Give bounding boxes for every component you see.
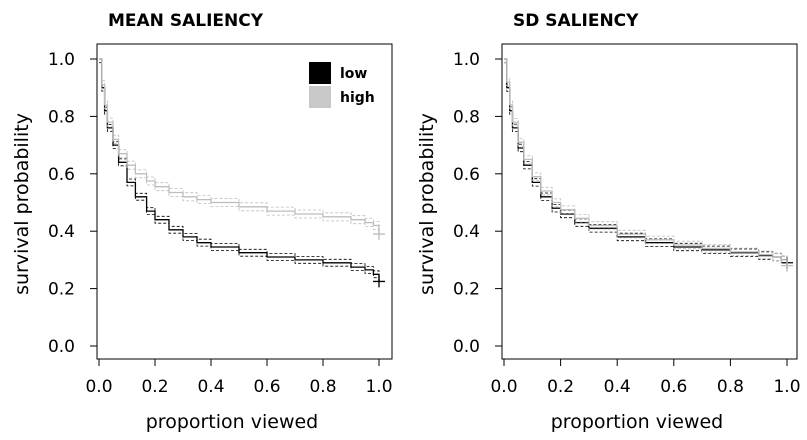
- legend-label-high: high: [340, 90, 375, 106]
- x-tick-label: 0.0: [85, 377, 112, 397]
- sd-saliency-panel: SD SALIENCY 0.0 0.2 0.4 0.6 0.8 1.0 0.0 …: [416, 11, 801, 433]
- series-ci-high: [504, 62, 788, 270]
- y-tick-label: 0.2: [453, 280, 480, 300]
- axis-ticks: [90, 58, 380, 366]
- censor-mark-high: [373, 228, 385, 241]
- y-tick-label: 0.2: [48, 280, 75, 300]
- x-tick-label: 1.0: [365, 377, 392, 397]
- series-ci-high: [99, 62, 380, 239]
- mean-saliency-panel: MEAN SALIENCY 0.0 0.2 0.4 0.6 0.8 1.0 0.…: [11, 11, 393, 433]
- x-tick-label: 1.0: [773, 377, 800, 397]
- y-tick-label: 0.6: [48, 165, 75, 185]
- series-line-high: [99, 58, 380, 235]
- x-axis-label: proportion viewed: [551, 411, 724, 433]
- series-layer: [504, 58, 793, 272]
- censor-mark-high: [781, 259, 793, 272]
- series-ci-low: [504, 58, 788, 259]
- y-tick-label: 0.0: [453, 337, 480, 357]
- legend: low high: [309, 62, 375, 108]
- series-ci-low: [99, 58, 380, 278]
- legend-swatch-low: [309, 62, 331, 84]
- legend-swatch-high: [309, 86, 331, 108]
- x-tick-label: 0.2: [141, 377, 168, 397]
- plot-frame: [501, 43, 798, 360]
- x-tick-label: 0.8: [309, 377, 336, 397]
- y-tick-label: 0.8: [48, 107, 75, 127]
- panel-title: SD SALIENCY: [513, 11, 639, 31]
- x-tick-label: 0.6: [253, 377, 280, 397]
- series-layer: [99, 58, 385, 288]
- panel-title: MEAN SALIENCY: [108, 11, 264, 31]
- x-axis-label: proportion viewed: [146, 411, 319, 433]
- series-line-low: [504, 58, 788, 263]
- y-tick-label: 0.6: [453, 165, 480, 185]
- x-tick-label: 0.4: [604, 377, 631, 397]
- tick-labels: 0.0 0.2 0.4 0.6 0.8 1.0 0.0 0.2 0.4 0.6 …: [48, 50, 393, 397]
- tick-labels: 0.0 0.2 0.4 0.6 0.8 1.0 0.0 0.2 0.4 0.6 …: [453, 50, 801, 397]
- y-axis-label: survival probability: [416, 113, 438, 295]
- x-tick-label: 0.6: [660, 377, 687, 397]
- y-tick-label: 0.4: [453, 222, 480, 242]
- y-axis-label: survival probability: [11, 113, 33, 295]
- series-line-high: [504, 58, 788, 266]
- y-tick-label: 1.0: [48, 50, 75, 70]
- series-ci-high: [504, 58, 788, 262]
- x-tick-label: 0.8: [717, 377, 744, 397]
- series-ci-high: [99, 58, 380, 231]
- censor-mark-low: [373, 275, 385, 288]
- y-tick-label: 0.0: [48, 337, 75, 357]
- x-tick-label: 0.2: [547, 377, 574, 397]
- series-ci-low: [504, 62, 788, 267]
- legend-label-low: low: [340, 66, 367, 82]
- axis-ticks: [495, 58, 788, 366]
- y-tick-label: 0.8: [453, 107, 480, 127]
- y-tick-label: 1.0: [453, 50, 480, 70]
- x-tick-label: 0.0: [490, 377, 517, 397]
- x-tick-label: 0.4: [197, 377, 224, 397]
- plot-frame: [96, 43, 393, 360]
- y-tick-label: 0.4: [48, 222, 75, 242]
